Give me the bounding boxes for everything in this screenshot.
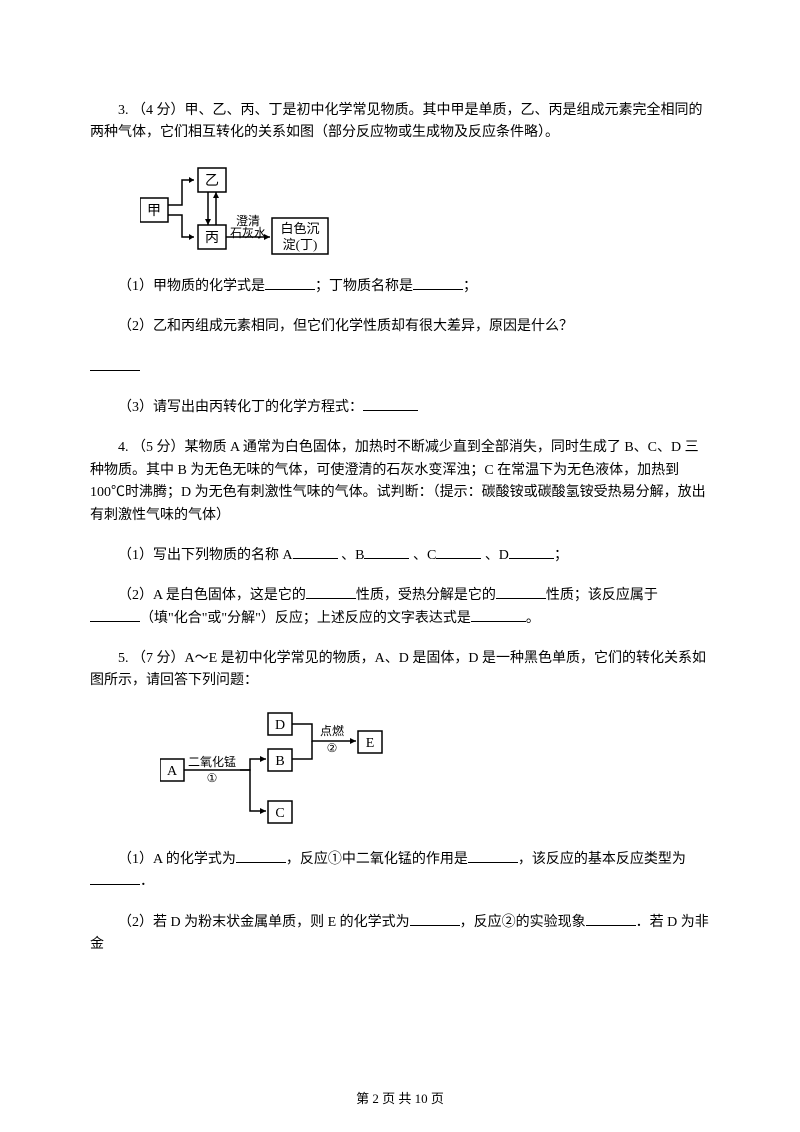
q4-p2c: 性质；该反应属于 <box>546 588 658 603</box>
d-label: D <box>275 718 285 733</box>
q5-points: （7 分） <box>132 651 185 666</box>
blank <box>413 276 463 290</box>
q5-p1a: （1）A 的化学式为 <box>118 852 236 867</box>
blank <box>236 849 286 863</box>
q4-number: 4. <box>118 440 132 455</box>
label-eryhm: 二氧化锰 <box>188 754 236 769</box>
q4-p1a: （1）写出下列物质的名称 A <box>118 548 293 563</box>
blank <box>265 276 315 290</box>
blank <box>509 545 554 559</box>
q5-p1c: ，该反应的基本反应类型为 <box>518 852 686 867</box>
q3-part3: （3）请写出由丙转化丁的化学方程式： <box>90 397 710 419</box>
q5-p1d: ． <box>140 874 154 889</box>
q5-p2b: ，反应②的实验现象 <box>460 915 586 930</box>
page-footer: 第 2 页 共 10 页 <box>0 1089 800 1110</box>
q4-p1b: 、B <box>338 548 365 563</box>
blank <box>90 871 140 885</box>
q5-p2a: （2）若 D 为粉末状金属单质，则 E 的化学式为 <box>118 915 410 930</box>
blank <box>293 545 338 559</box>
footer-text: 第 2 页 共 10 页 <box>356 1091 444 1106</box>
q5-p1b: ，反应①中二氧化锰的作用是 <box>286 852 468 867</box>
circ1: ① <box>207 771 218 785</box>
q3-intro: 3. （4 分）甲、乙、丙、丁是初中化学常见物质。其中甲是单质，乙、丙是组成元素… <box>90 100 710 145</box>
q4-p2a: （2）A 是白色固体，这是它的 <box>118 588 306 603</box>
q5-intro: 5. （7 分）A～E 是初中化学常见的物质，A、D 是固体，D 是一种黑色单质… <box>90 648 710 693</box>
label-dianran: 点燃 <box>320 723 344 738</box>
q5-part2: （2）若 D 为粉末状金属单质，则 E 的化学式为，反应②的实验现象．若 D 为… <box>90 912 710 957</box>
blank <box>586 912 636 926</box>
ding-label1: 白色沉 <box>280 221 319 236</box>
blank <box>496 585 546 599</box>
b-label: B <box>275 754 284 769</box>
blank <box>90 357 140 371</box>
q3-p1a: （1）甲物质的化学式是 <box>118 279 265 294</box>
blank <box>90 608 140 622</box>
q4-part2: （2）A 是白色固体，这是它的 性质，受热分解是它的 性质；该反应属于 （填"化合"… <box>90 585 710 630</box>
q3-diagram-svg: 甲 乙 丙 澄清 石灰水 白色沉 淀(丁) <box>140 163 350 258</box>
ding-label2: 淀(丁) <box>283 237 318 252</box>
blank <box>436 545 481 559</box>
q3-part2-blank <box>90 357 710 379</box>
label-shihui: 石灰水 <box>230 226 266 240</box>
jia-label: 甲 <box>147 204 161 219</box>
q4-p1e: ； <box>554 548 568 563</box>
blank <box>306 585 356 599</box>
q4-p1c: 、C <box>409 548 436 563</box>
blank <box>363 397 418 411</box>
q4-part1: （1）写出下列物质的名称 A 、B 、C 、D ； <box>90 545 710 567</box>
yi-label: 乙 <box>205 173 219 189</box>
q4-points: （5 分） <box>132 440 185 455</box>
q4-p2e: 。 <box>526 611 540 626</box>
q3-p1c: ； <box>463 279 477 294</box>
q4-p1d: 、D <box>481 548 509 563</box>
q3-p1b: ；丁物质名称是 <box>315 279 413 294</box>
q3-p2: （2）乙和丙组成元素相同，但它们化学性质却有很大差异，原因是什么？ <box>118 319 573 334</box>
q5-part1: （1）A 的化学式为 ，反应①中二氧化锰的作用是 ，该反应的基本反应类型为 ． <box>90 849 710 894</box>
a-label: A <box>167 764 178 779</box>
q3-p3a: （3）请写出由丙转化丁的化学方程式： <box>118 400 363 415</box>
q3-part2: （2）乙和丙组成元素相同，但它们化学性质却有很大差异，原因是什么？ <box>90 316 710 338</box>
q3-number: 3. <box>118 103 132 118</box>
blank <box>468 849 518 863</box>
q3-part1: （1）甲物质的化学式是 ；丁物质名称是 ； <box>90 276 710 298</box>
q3-points: （4 分） <box>132 103 185 118</box>
q4-p2b: 性质，受热分解是它的 <box>356 588 496 603</box>
bing-label: 丙 <box>205 231 219 246</box>
blank <box>471 608 526 622</box>
q5-diagram-svg: A 二氧化锰 ① B C D 点燃 ② E <box>160 711 410 831</box>
q5-diagram: A 二氧化锰 ① B C D 点燃 ② E <box>160 711 710 831</box>
q4-intro: 4. （5 分）某物质 A 通常为白色固体，加热时不断减少直到全部消失，同时生成… <box>90 437 710 527</box>
blank <box>364 545 409 559</box>
q5-number: 5. <box>118 651 132 666</box>
e-label: E <box>366 736 375 751</box>
c-label: C <box>275 806 284 821</box>
q4-p2d: （填"化合"或"分解"）反应；上述反应的文字表达式是 <box>140 611 471 626</box>
q3-diagram: 甲 乙 丙 澄清 石灰水 白色沉 淀(丁) <box>140 163 710 258</box>
circ2: ② <box>327 741 338 755</box>
blank <box>410 912 460 926</box>
